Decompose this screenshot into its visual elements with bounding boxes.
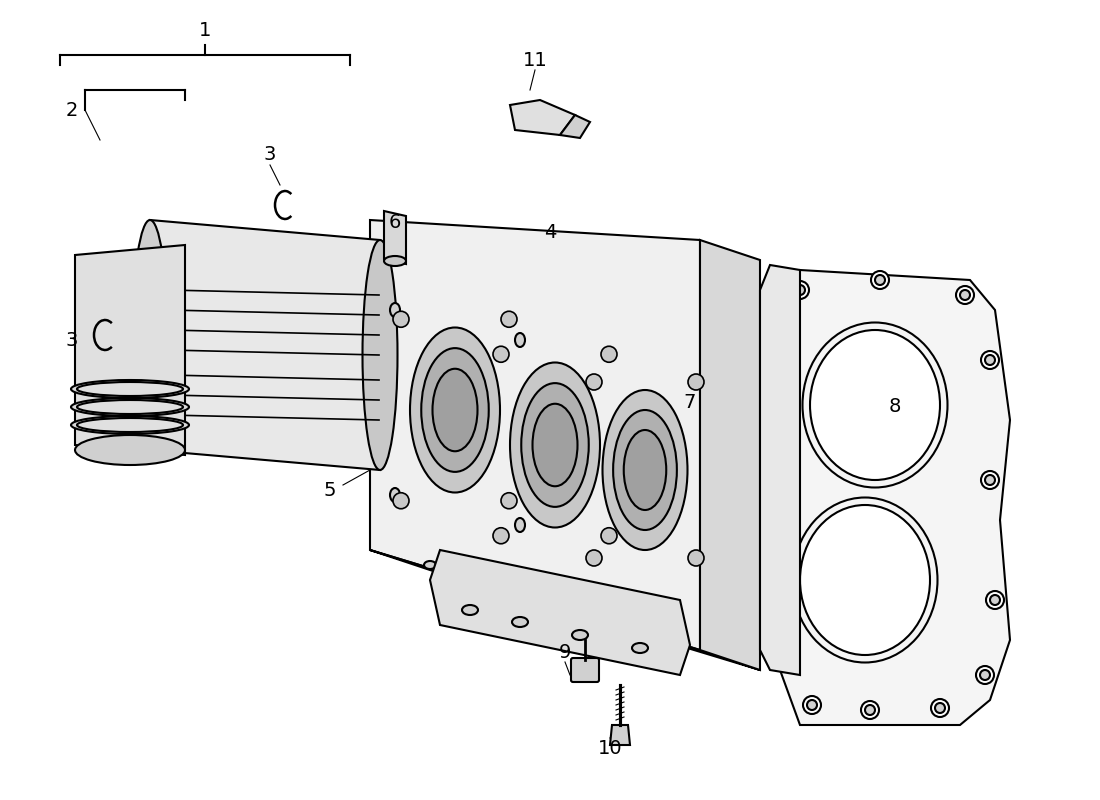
Ellipse shape (462, 605, 478, 615)
Ellipse shape (424, 561, 436, 569)
Ellipse shape (474, 576, 486, 584)
Ellipse shape (524, 591, 536, 599)
Ellipse shape (603, 390, 688, 550)
Text: 3: 3 (264, 146, 276, 165)
Text: 9: 9 (559, 642, 571, 662)
Polygon shape (75, 245, 185, 455)
Circle shape (688, 374, 704, 390)
Ellipse shape (363, 240, 397, 470)
Circle shape (980, 670, 990, 680)
Ellipse shape (674, 631, 686, 639)
Circle shape (976, 666, 994, 684)
Circle shape (688, 550, 704, 566)
Text: 4: 4 (543, 222, 557, 242)
Text: 2: 2 (66, 101, 78, 119)
Text: a passion for parts: a passion for parts (403, 306, 697, 494)
Circle shape (493, 528, 509, 544)
Circle shape (500, 493, 517, 509)
Ellipse shape (810, 330, 940, 480)
FancyBboxPatch shape (571, 658, 600, 682)
Ellipse shape (390, 488, 400, 502)
Text: 5: 5 (323, 481, 337, 499)
Ellipse shape (632, 643, 648, 653)
Ellipse shape (72, 398, 189, 416)
Circle shape (960, 290, 970, 300)
Circle shape (986, 591, 1004, 609)
Circle shape (586, 550, 602, 566)
Ellipse shape (515, 333, 525, 347)
Ellipse shape (410, 327, 500, 493)
Circle shape (586, 374, 602, 390)
Ellipse shape (77, 382, 183, 396)
Circle shape (776, 351, 794, 369)
Ellipse shape (510, 362, 600, 527)
Circle shape (981, 471, 999, 489)
Circle shape (493, 346, 509, 362)
Polygon shape (370, 550, 760, 670)
Ellipse shape (432, 369, 477, 451)
Text: 6: 6 (388, 213, 401, 231)
Ellipse shape (624, 430, 667, 510)
Ellipse shape (574, 606, 586, 614)
Circle shape (393, 493, 409, 509)
Circle shape (780, 355, 790, 365)
Circle shape (776, 611, 794, 629)
Ellipse shape (515, 518, 525, 532)
Circle shape (931, 699, 949, 717)
Text: 7: 7 (684, 393, 696, 411)
Ellipse shape (72, 380, 189, 398)
Circle shape (861, 701, 879, 719)
Circle shape (981, 351, 999, 369)
Polygon shape (384, 211, 406, 264)
Ellipse shape (613, 410, 676, 530)
Circle shape (874, 275, 886, 285)
Ellipse shape (72, 416, 189, 434)
Polygon shape (700, 240, 760, 670)
Ellipse shape (572, 630, 588, 640)
Circle shape (795, 285, 805, 295)
Ellipse shape (512, 617, 528, 627)
Polygon shape (610, 725, 630, 745)
Ellipse shape (77, 400, 183, 414)
Text: 10: 10 (597, 738, 623, 758)
Ellipse shape (384, 256, 406, 266)
Polygon shape (150, 220, 380, 470)
Circle shape (803, 696, 821, 714)
Text: 1: 1 (199, 21, 211, 39)
Ellipse shape (532, 404, 578, 486)
Text: 11: 11 (522, 50, 548, 70)
Circle shape (807, 700, 817, 710)
Circle shape (871, 271, 889, 289)
Ellipse shape (521, 383, 588, 507)
Ellipse shape (75, 435, 185, 465)
Text: 3: 3 (66, 330, 78, 350)
Polygon shape (760, 265, 800, 675)
Ellipse shape (800, 505, 929, 655)
Circle shape (601, 528, 617, 544)
Circle shape (990, 595, 1000, 605)
Ellipse shape (421, 348, 488, 472)
Ellipse shape (132, 220, 167, 450)
Polygon shape (780, 270, 1010, 725)
Circle shape (500, 311, 517, 327)
Polygon shape (430, 550, 690, 675)
Circle shape (935, 703, 945, 713)
Circle shape (601, 346, 617, 362)
Circle shape (780, 615, 790, 625)
Circle shape (393, 311, 409, 327)
Circle shape (791, 281, 808, 299)
Ellipse shape (624, 618, 636, 626)
Polygon shape (510, 100, 575, 135)
Polygon shape (370, 220, 700, 650)
Polygon shape (560, 115, 590, 138)
Ellipse shape (77, 418, 183, 432)
Circle shape (956, 286, 974, 304)
Circle shape (984, 355, 996, 365)
Circle shape (865, 705, 874, 715)
Text: 8: 8 (889, 398, 901, 417)
Circle shape (984, 475, 996, 485)
Ellipse shape (390, 303, 400, 317)
